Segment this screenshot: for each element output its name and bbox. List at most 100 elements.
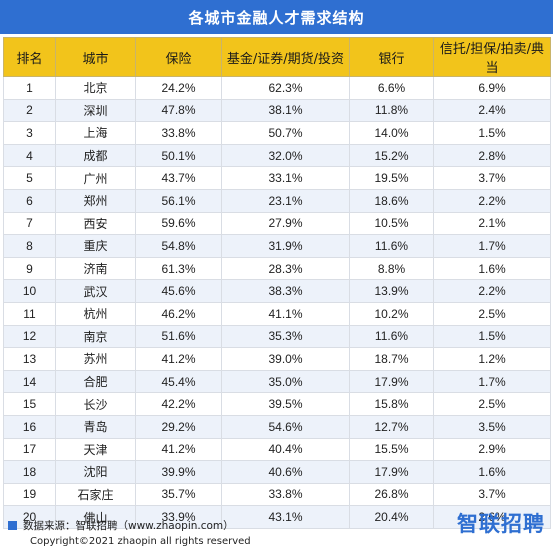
header-trust: 信托/担保/拍卖/典当 [433, 37, 551, 77]
cell-fund-securities: 43.1% [221, 505, 350, 529]
cell-city: 上海 [55, 121, 136, 145]
cell-rank: 8 [3, 234, 56, 258]
cell-city: 长沙 [55, 392, 136, 416]
cell-fund-securities: 32.0% [221, 143, 350, 168]
cell-rank: 5 [3, 166, 56, 190]
cell-bank: 15.2% [349, 143, 434, 168]
table-row: 15 长沙 42.2% 39.5% 15.8% 2.5% [3, 392, 551, 416]
cell-fund-securities: 38.1% [221, 98, 350, 123]
cell-city: 广州 [55, 166, 136, 190]
cell-city: 苏州 [55, 347, 136, 371]
cell-rank: 11 [3, 301, 56, 326]
cell-trust: 1.6% [433, 256, 551, 281]
cell-fund-securities: 23.1% [221, 188, 350, 213]
table-row: 16 青岛 29.2% 54.6% 12.7% 3.5% [3, 414, 551, 439]
cell-city: 郑州 [55, 188, 136, 213]
cell-rank: 1 [3, 76, 56, 100]
cell-city: 深圳 [55, 98, 136, 123]
header-rank: 排名 [3, 37, 56, 77]
cell-trust: 1.5% [433, 324, 551, 349]
cell-city: 济南 [55, 256, 136, 281]
table-row: 19 石家庄 35.7% 33.8% 26.8% 3.7% [3, 482, 551, 507]
cell-bank: 17.9% [349, 369, 434, 394]
cell-fund-securities: 31.9% [221, 234, 350, 258]
cell-rank: 17 [3, 437, 56, 462]
cell-bank: 20.4% [349, 505, 434, 529]
brand-logo: 智联招聘 [457, 512, 545, 536]
table-row: 5 广州 43.7% 33.1% 19.5% 3.7% [3, 166, 551, 190]
cell-trust: 2.8% [433, 143, 551, 168]
cell-rank: 7 [3, 211, 56, 236]
header-city: 城市 [55, 37, 136, 77]
cell-city: 南京 [55, 324, 136, 349]
cell-city: 合肥 [55, 369, 136, 394]
cell-insurance: 45.4% [135, 369, 222, 394]
table-row: 17 天津 41.2% 40.4% 15.5% 2.9% [3, 437, 551, 462]
cell-rank: 14 [3, 369, 56, 394]
cell-bank: 12.7% [349, 414, 434, 439]
cell-trust: 2.9% [433, 437, 551, 462]
cell-trust: 2.2% [433, 279, 551, 303]
cell-trust: 1.2% [433, 347, 551, 371]
table-title: 各城市金融人才需求结构 [0, 0, 553, 34]
cell-fund-securities: 35.3% [221, 324, 350, 349]
source-text: 数据来源：智联招聘（www.zhaopin.com） [23, 520, 234, 532]
cell-insurance: 41.2% [135, 347, 222, 371]
cell-insurance: 56.1% [135, 188, 222, 213]
cell-fund-securities: 54.6% [221, 414, 350, 439]
cell-trust: 2.5% [433, 392, 551, 416]
cell-rank: 2 [3, 98, 56, 123]
cell-bank: 15.5% [349, 437, 434, 462]
cell-fund-securities: 35.0% [221, 369, 350, 394]
cell-trust: 3.7% [433, 482, 551, 507]
cell-insurance: 24.2% [135, 76, 222, 100]
table-row: 1 北京 24.2% 62.3% 6.6% 6.9% [3, 76, 551, 100]
cell-bank: 11.6% [349, 234, 434, 258]
cell-city: 石家庄 [55, 482, 136, 507]
cell-fund-securities: 62.3% [221, 76, 350, 100]
cell-fund-securities: 33.8% [221, 482, 350, 507]
cell-insurance: 51.6% [135, 324, 222, 349]
table-row: 20 佛山 33.9% 43.1% 20.4% 2.6% [3, 505, 551, 529]
cell-city: 西安 [55, 211, 136, 236]
cell-trust: 1.7% [433, 369, 551, 394]
cell-rank: 12 [3, 324, 56, 349]
cell-trust: 3.7% [433, 166, 551, 190]
cell-rank: 19 [3, 482, 56, 507]
cell-fund-securities: 40.4% [221, 437, 350, 462]
cell-bank: 10.5% [349, 211, 434, 236]
header-fund-securities: 基金/证券/期货/投资 [221, 37, 350, 77]
cell-bank: 14.0% [349, 121, 434, 145]
table-row: 9 济南 61.3% 28.3% 8.8% 1.6% [3, 256, 551, 281]
cell-insurance: 45.6% [135, 279, 222, 303]
cell-bank: 18.7% [349, 347, 434, 371]
cell-fund-securities: 27.9% [221, 211, 350, 236]
cell-insurance: 43.7% [135, 166, 222, 190]
cell-rank: 13 [3, 347, 56, 371]
cell-insurance: 46.2% [135, 301, 222, 326]
header-bank: 银行 [349, 37, 434, 77]
table-row: 10 武汉 45.6% 38.3% 13.9% 2.2% [3, 279, 551, 303]
cell-trust: 1.7% [433, 234, 551, 258]
cell-rank: 10 [3, 279, 56, 303]
cell-rank: 16 [3, 414, 56, 439]
cell-bank: 10.2% [349, 301, 434, 326]
cell-trust: 6.9% [433, 76, 551, 100]
cell-insurance: 29.2% [135, 414, 222, 439]
cell-city: 杭州 [55, 301, 136, 326]
cell-bank: 26.8% [349, 482, 434, 507]
table-row: 12 南京 51.6% 35.3% 11.6% 1.5% [3, 324, 551, 349]
cell-bank: 19.5% [349, 166, 434, 190]
cell-fund-securities: 28.3% [221, 256, 350, 281]
cell-trust: 2.5% [433, 301, 551, 326]
cell-rank: 18 [3, 460, 56, 484]
cell-city: 佛山 [55, 505, 136, 529]
cell-trust: 3.5% [433, 414, 551, 439]
cell-fund-securities: 38.3% [221, 279, 350, 303]
cell-fund-securities: 50.7% [221, 121, 350, 145]
cell-trust: 2.4% [433, 98, 551, 123]
cell-bank: 8.8% [349, 256, 434, 281]
cell-insurance: 42.2% [135, 392, 222, 416]
cell-bank: 18.6% [349, 188, 434, 213]
cell-city: 天津 [55, 437, 136, 462]
